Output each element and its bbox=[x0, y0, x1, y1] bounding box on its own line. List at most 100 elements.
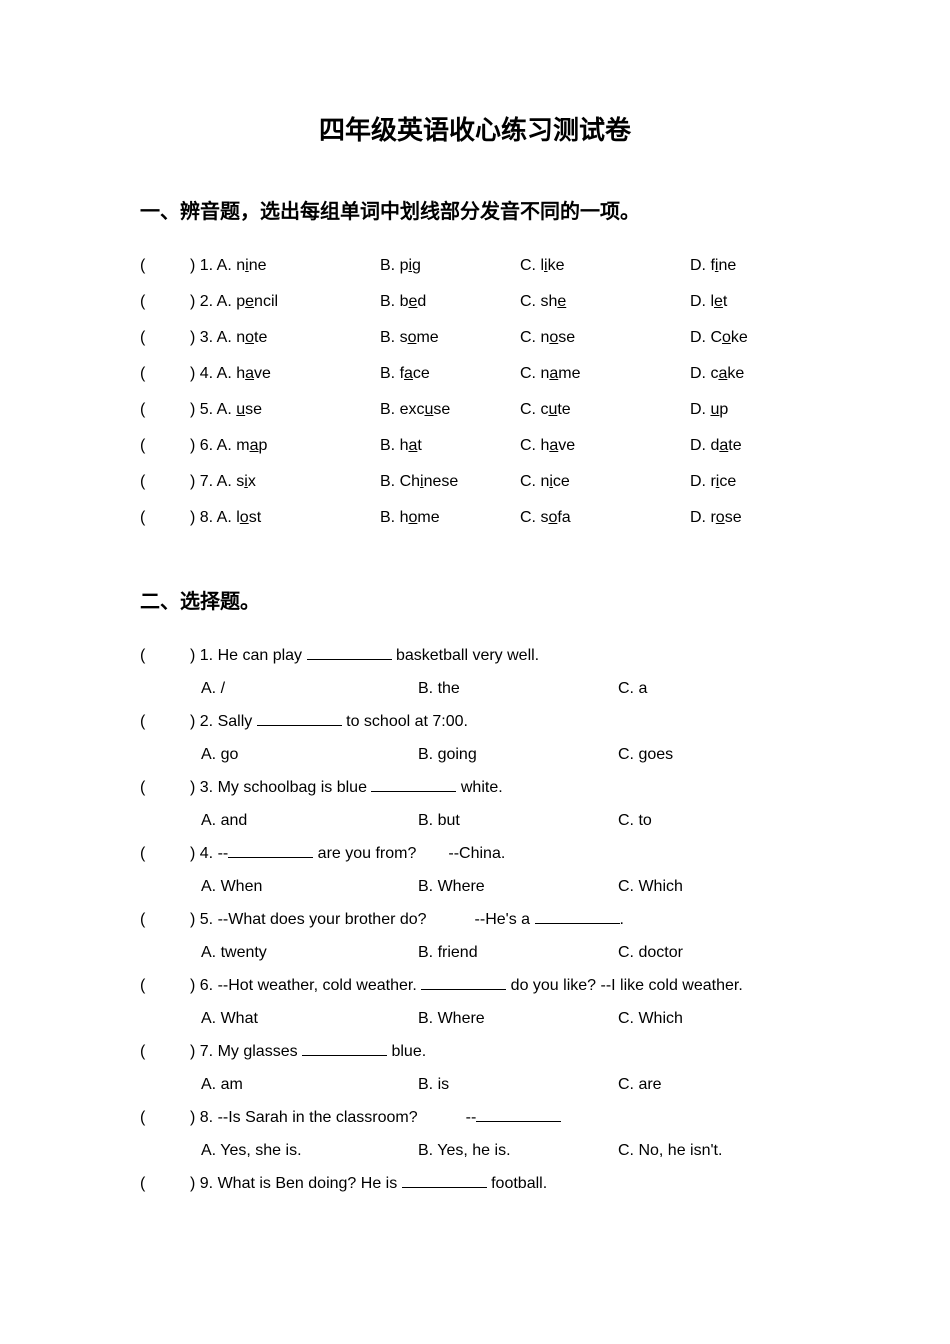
phonetics-option: B. pig bbox=[380, 254, 520, 278]
phonetics-option: C. like bbox=[520, 254, 690, 278]
answer-paren[interactable]: ( bbox=[140, 1172, 190, 1196]
phonetics-option: D. let bbox=[690, 290, 810, 314]
mc-option-b: B. friend bbox=[418, 941, 618, 965]
mc-options: A. WhatB. WhereC. Which bbox=[140, 1007, 810, 1031]
phonetics-list: () 1. A. nineB. pigC. likeD. fine() 2. A… bbox=[140, 254, 810, 530]
answer-paren[interactable]: ( bbox=[140, 776, 190, 800]
mc-option-a: A. twenty bbox=[201, 941, 418, 965]
phonetics-option: ) 6. A. map bbox=[190, 434, 380, 458]
mc-option-a: A. am bbox=[201, 1073, 418, 1097]
mc-option-a: A. What bbox=[201, 1007, 418, 1031]
page-title: 四年级英语收心练习测试卷 bbox=[140, 110, 810, 147]
answer-paren[interactable]: ( bbox=[140, 974, 190, 998]
mc-option-c: C. doctor bbox=[618, 941, 810, 965]
mc-question: () 7. My glasses blue. bbox=[140, 1040, 810, 1064]
phonetics-option: B. some bbox=[380, 326, 520, 350]
mc-option-c: C. are bbox=[618, 1073, 810, 1097]
mc-option-c: C. Which bbox=[618, 875, 810, 899]
mc-question: () 5. --What does your brother do? --He'… bbox=[140, 908, 810, 932]
phonetics-option: ) 8. A. lost bbox=[190, 506, 380, 530]
phonetics-option: C. cute bbox=[520, 398, 690, 422]
phonetics-option: D. up bbox=[690, 398, 810, 422]
mc-options: A. amB. isC. are bbox=[140, 1073, 810, 1097]
mc-options: A. /B. theC. a bbox=[140, 677, 810, 701]
answer-paren[interactable]: ( bbox=[140, 470, 190, 494]
mc-option-a: A. and bbox=[201, 809, 418, 833]
answer-paren[interactable]: ( bbox=[140, 290, 190, 314]
phonetics-option: ) 1. A. nine bbox=[190, 254, 380, 278]
phonetics-option: ) 3. A. note bbox=[190, 326, 380, 350]
answer-paren[interactable]: ( bbox=[140, 908, 190, 932]
answer-paren[interactable]: ( bbox=[140, 644, 190, 668]
phonetics-option: D. date bbox=[690, 434, 810, 458]
phonetics-option: ) 4. A. have bbox=[190, 362, 380, 386]
phonetics-option: C. sofa bbox=[520, 506, 690, 530]
mc-question: () 3. My schoolbag is blue white. bbox=[140, 776, 810, 800]
phonetics-option: D. cake bbox=[690, 362, 810, 386]
mc-question-text: ) 1. He can play basketball very well. bbox=[190, 644, 810, 668]
mc-question: () 9. What is Ben doing? He is football. bbox=[140, 1172, 810, 1196]
mc-question: () 6. --Hot weather, cold weather. do yo… bbox=[140, 974, 810, 998]
phonetics-option: B. face bbox=[380, 362, 520, 386]
mc-option-b: B. the bbox=[418, 677, 618, 701]
phonetics-row: () 7. A. sixB. ChineseC. niceD. rice bbox=[140, 470, 810, 494]
mc-option-b: B. but bbox=[418, 809, 618, 833]
mc-option-b: B. is bbox=[418, 1073, 618, 1097]
mc-options: A. andB. butC. to bbox=[140, 809, 810, 833]
mc-option-a: A. go bbox=[201, 743, 418, 767]
phonetics-option: D. rice bbox=[690, 470, 810, 494]
mc-option-b: B. Where bbox=[418, 875, 618, 899]
mc-options: A. Yes, she is.B. Yes, he is.C. No, he i… bbox=[140, 1139, 810, 1163]
phonetics-row: () 5. A. useB. excuseC. cuteD. up bbox=[140, 398, 810, 422]
phonetics-option: B. bed bbox=[380, 290, 520, 314]
phonetics-option: D. Coke bbox=[690, 326, 810, 350]
answer-paren[interactable]: ( bbox=[140, 398, 190, 422]
phonetics-option: D. rose bbox=[690, 506, 810, 530]
mc-question-text: ) 6. --Hot weather, cold weather. do you… bbox=[190, 974, 810, 998]
mc-option-c: C. a bbox=[618, 677, 810, 701]
mc-question-text: ) 5. --What does your brother do? --He's… bbox=[190, 908, 810, 932]
mc-option-a: A. / bbox=[201, 677, 418, 701]
answer-paren[interactable]: ( bbox=[140, 254, 190, 278]
phonetics-row: () 6. A. mapB. hatC. haveD. date bbox=[140, 434, 810, 458]
section-2-title: 二、选择题。 bbox=[140, 585, 810, 614]
phonetics-option: B. hat bbox=[380, 434, 520, 458]
section-1-title: 一、辨音题，选出每组单词中划线部分发音不同的一项。 bbox=[140, 195, 810, 224]
mc-question-text: ) 8. --Is Sarah in the classroom? -- bbox=[190, 1106, 810, 1130]
mc-option-a: A. Yes, she is. bbox=[201, 1139, 418, 1163]
mc-option-b: B. Where bbox=[418, 1007, 618, 1031]
answer-paren[interactable]: ( bbox=[140, 1040, 190, 1064]
phonetics-option: ) 5. A. use bbox=[190, 398, 380, 422]
phonetics-option: C. name bbox=[520, 362, 690, 386]
mc-question-text: ) 4. -- are you from? --China. bbox=[190, 842, 810, 866]
mc-list: () 1. He can play basketball very well.A… bbox=[140, 644, 810, 1196]
answer-paren[interactable]: ( bbox=[140, 506, 190, 530]
mc-option-b: B. going bbox=[418, 743, 618, 767]
phonetics-option: C. nice bbox=[520, 470, 690, 494]
phonetics-row: () 8. A. lostB. homeC. sofaD. rose bbox=[140, 506, 810, 530]
answer-paren[interactable]: ( bbox=[140, 842, 190, 866]
mc-option-c: C. goes bbox=[618, 743, 810, 767]
mc-option-c: C. to bbox=[618, 809, 810, 833]
mc-question: () 1. He can play basketball very well. bbox=[140, 644, 810, 668]
mc-question-text: ) 7. My glasses blue. bbox=[190, 1040, 810, 1064]
mc-question-text: ) 9. What is Ben doing? He is football. bbox=[190, 1172, 810, 1196]
answer-paren[interactable]: ( bbox=[140, 434, 190, 458]
mc-question-text: ) 2. Sally to school at 7:00. bbox=[190, 710, 810, 734]
mc-option-c: C. Which bbox=[618, 1007, 810, 1031]
phonetics-option: D. fine bbox=[690, 254, 810, 278]
phonetics-option: C. she bbox=[520, 290, 690, 314]
phonetics-option: ) 7. A. six bbox=[190, 470, 380, 494]
answer-paren[interactable]: ( bbox=[140, 1106, 190, 1130]
phonetics-option: ) 2. A. pencil bbox=[190, 290, 380, 314]
mc-option-c: C. No, he isn't. bbox=[618, 1139, 810, 1163]
phonetics-option: B. Chinese bbox=[380, 470, 520, 494]
answer-paren[interactable]: ( bbox=[140, 362, 190, 386]
phonetics-row: () 4. A. haveB. faceC. nameD. cake bbox=[140, 362, 810, 386]
mc-question: () 2. Sally to school at 7:00. bbox=[140, 710, 810, 734]
answer-paren[interactable]: ( bbox=[140, 326, 190, 350]
answer-paren[interactable]: ( bbox=[140, 710, 190, 734]
phonetics-row: () 1. A. nineB. pigC. likeD. fine bbox=[140, 254, 810, 278]
mc-question: () 8. --Is Sarah in the classroom? -- bbox=[140, 1106, 810, 1130]
phonetics-option: B. home bbox=[380, 506, 520, 530]
